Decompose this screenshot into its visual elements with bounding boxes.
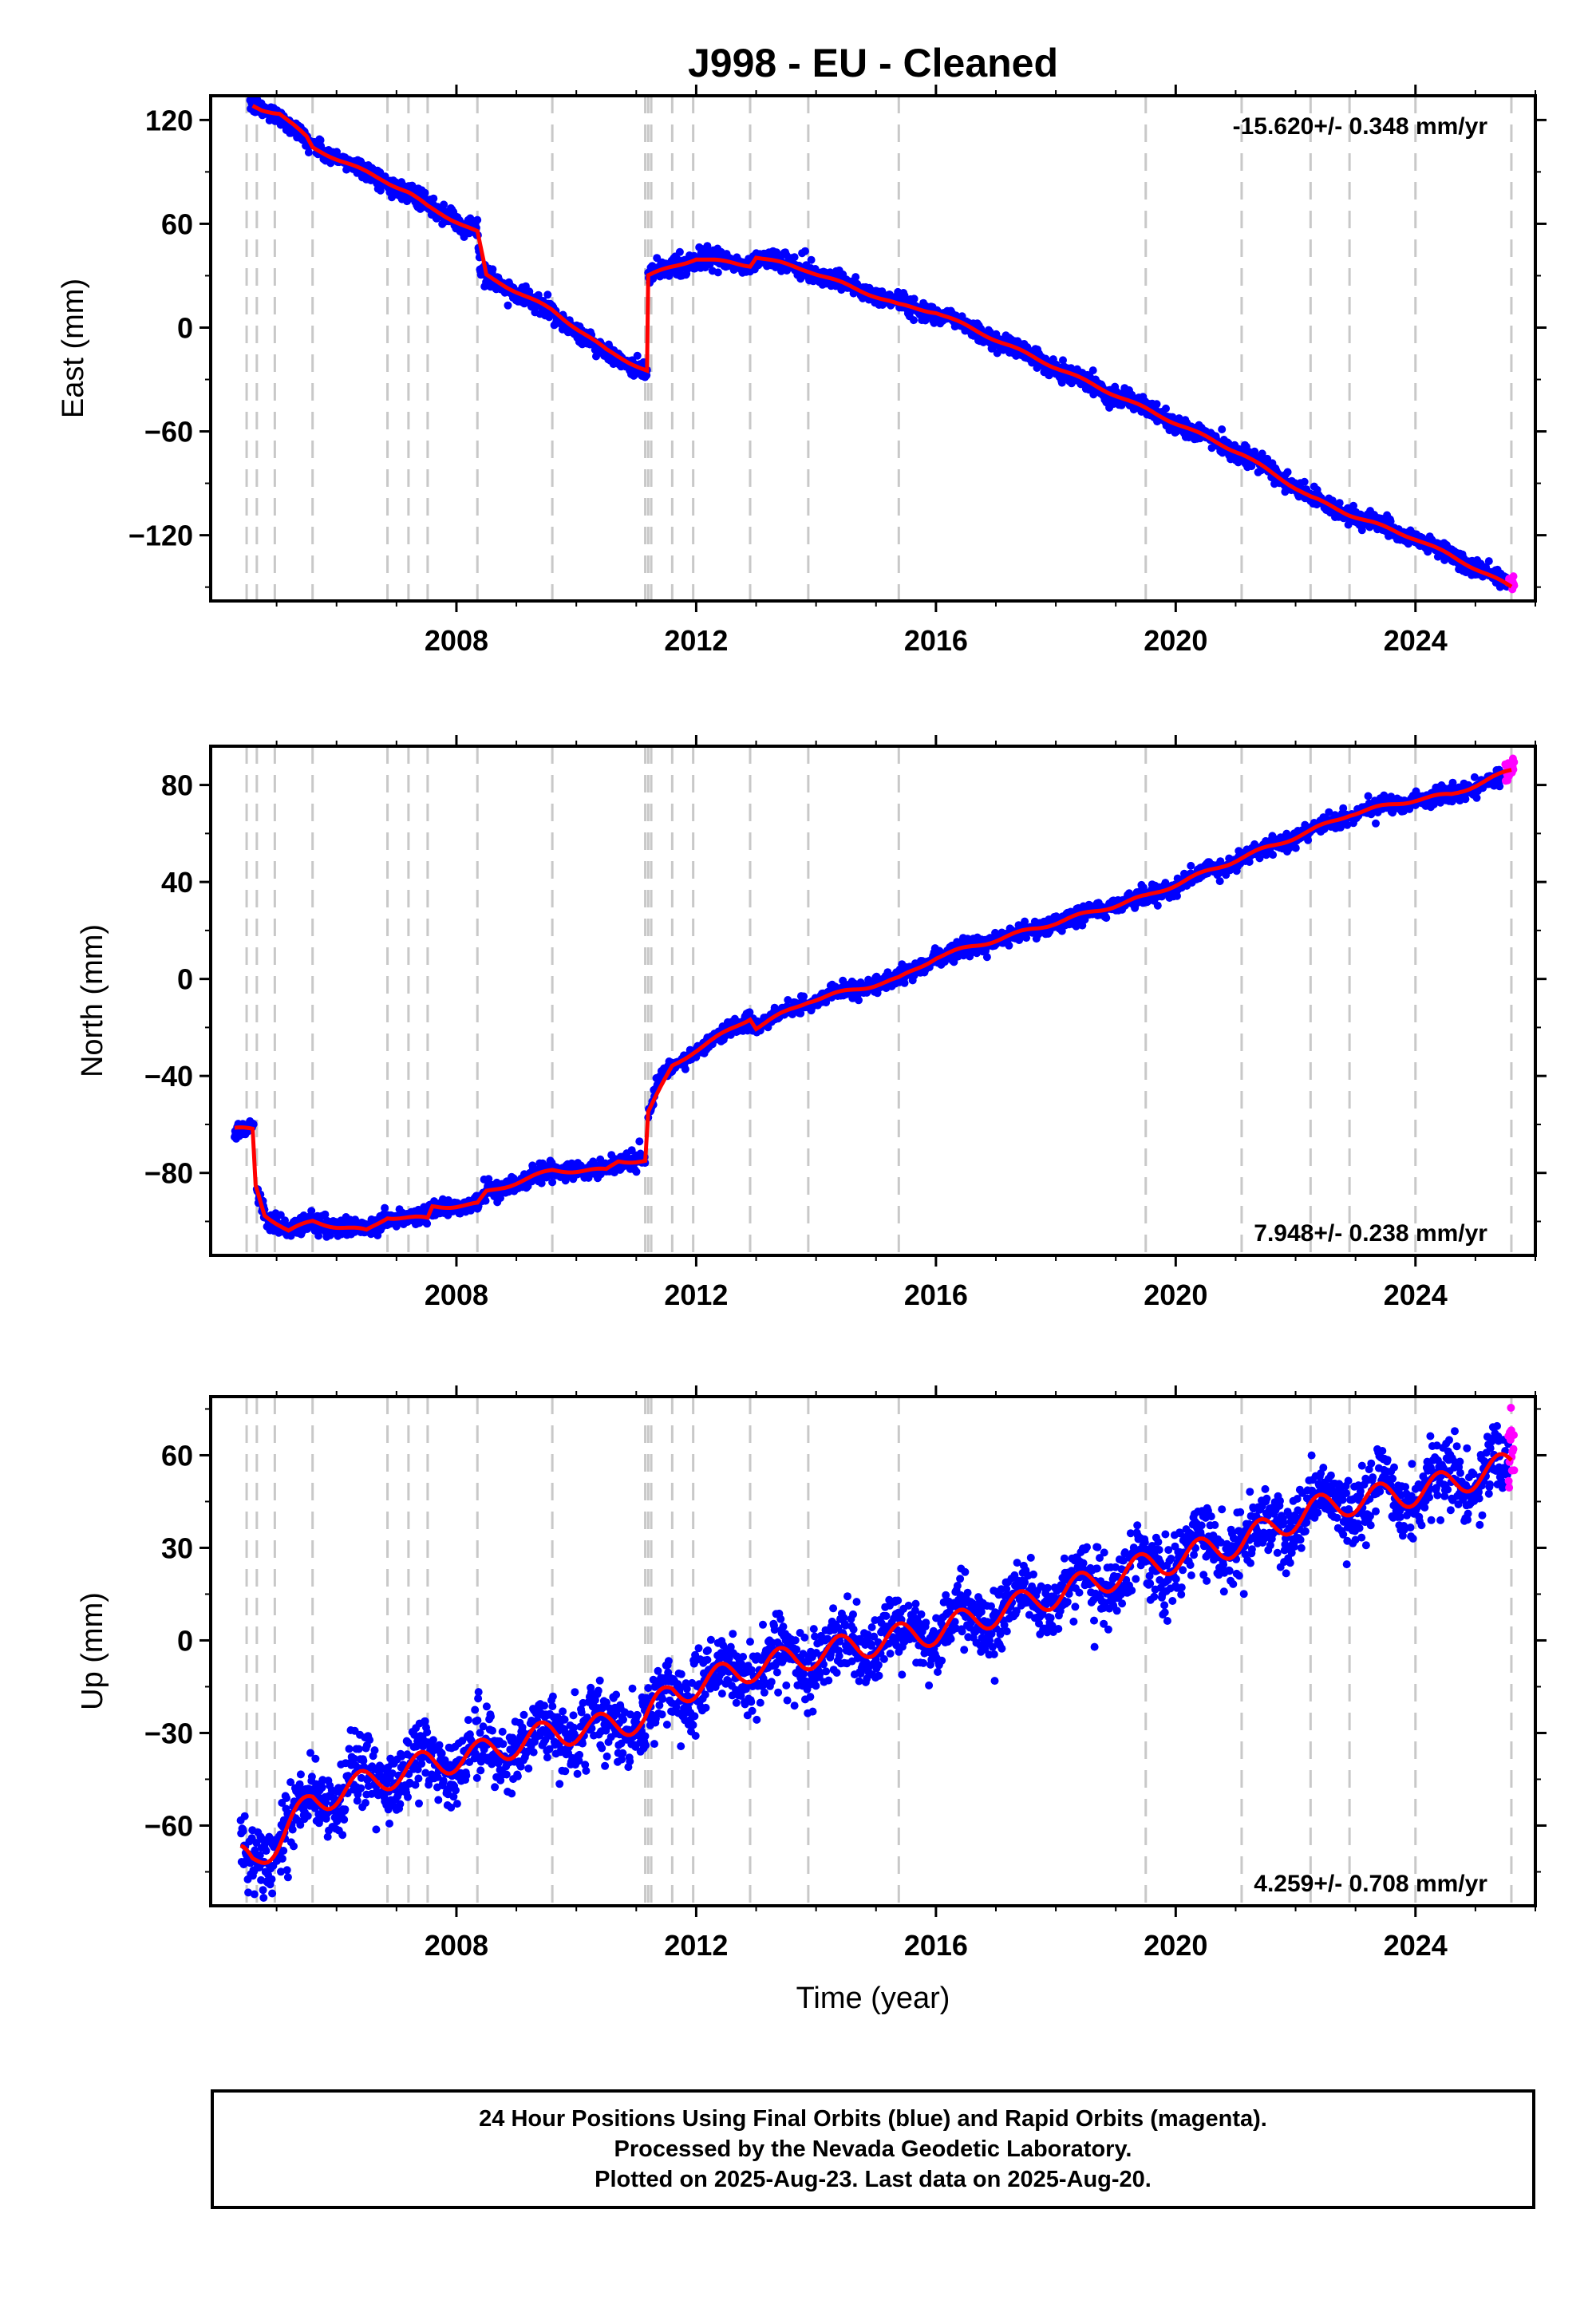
data-point <box>1343 820 1352 829</box>
data-point <box>1088 366 1097 375</box>
data-point <box>1059 356 1067 365</box>
data-point <box>855 996 863 1005</box>
data-point <box>496 1194 504 1203</box>
data-point <box>910 316 918 325</box>
data-point <box>982 953 991 962</box>
data-point <box>1372 819 1380 828</box>
data-point <box>249 1120 258 1128</box>
data-point <box>1339 804 1348 812</box>
data-point <box>488 265 497 274</box>
data-point <box>440 200 448 209</box>
x-tick-label: 2008 <box>425 624 488 657</box>
data-point <box>1364 792 1373 800</box>
panel-0: 120 60 0 −60 −120 2008 2012 2016 2020 2024 East (m… <box>57 85 1547 657</box>
data-point <box>1269 851 1278 860</box>
data-point <box>851 273 860 282</box>
data-points <box>246 96 1519 594</box>
data-point <box>1300 477 1309 486</box>
data-point <box>1344 520 1353 529</box>
data-point <box>1245 858 1254 866</box>
data-point <box>1173 891 1181 900</box>
data-point <box>1218 425 1227 433</box>
data-point <box>800 992 808 1001</box>
data-point <box>807 255 816 264</box>
data-point <box>713 268 722 277</box>
y-tick-label: 60 <box>161 207 193 240</box>
data-point <box>703 242 712 251</box>
y-tick-label: 0 <box>177 311 193 344</box>
data-point <box>801 247 809 255</box>
data-point <box>1102 914 1111 923</box>
data-point <box>1484 557 1493 566</box>
data-point <box>1283 468 1292 476</box>
data-point <box>900 978 909 987</box>
y-tick-label: −60 <box>144 416 193 449</box>
data-point <box>784 996 792 1004</box>
data-point <box>307 1207 316 1215</box>
y-axis-label: East (mm) <box>57 279 90 418</box>
data-point <box>276 1211 285 1219</box>
data-point <box>423 1219 432 1228</box>
x-tick-label: 2016 <box>904 624 968 657</box>
data-point <box>381 1203 389 1212</box>
data-point <box>1509 572 1518 581</box>
data-point <box>1349 501 1357 510</box>
data-point <box>1153 901 1162 910</box>
data-point <box>632 1168 641 1176</box>
data-point <box>790 253 799 262</box>
data-point <box>1304 836 1313 844</box>
event-lines <box>245 96 1513 601</box>
data-point <box>1021 917 1029 926</box>
data-point <box>543 290 552 299</box>
data-point <box>950 958 958 966</box>
data-point <box>1215 877 1224 886</box>
data-point <box>321 1210 330 1219</box>
data-point <box>1325 808 1333 816</box>
data-point <box>1162 404 1170 413</box>
data-point <box>316 136 325 144</box>
x-tick-label: 2020 <box>1144 624 1207 657</box>
data-point <box>681 1065 689 1073</box>
data-point <box>1187 861 1195 870</box>
data-point <box>796 1009 805 1018</box>
data-point <box>1510 581 1519 590</box>
data-point <box>633 351 642 360</box>
data-point <box>537 1179 546 1188</box>
data-points <box>231 754 1519 1241</box>
data-point <box>548 1178 557 1187</box>
data-point <box>304 148 313 156</box>
data-point <box>1005 941 1013 950</box>
data-point <box>745 1008 754 1017</box>
data-point <box>910 294 918 303</box>
data-point <box>481 1196 490 1205</box>
data-point <box>281 1216 289 1225</box>
data-point <box>421 188 429 197</box>
x-tick-label: 2012 <box>664 624 728 657</box>
data-point <box>1389 808 1397 817</box>
x-tick-label: 2024 <box>1384 624 1448 657</box>
y-tick-label: −120 <box>128 520 193 552</box>
data-point <box>1258 449 1266 458</box>
data-point <box>635 1137 644 1146</box>
data-point <box>1335 499 1344 508</box>
series-final-orbits <box>246 96 1512 591</box>
data-point <box>504 301 512 310</box>
data-point <box>429 194 438 203</box>
data-point <box>584 1173 593 1182</box>
series-final-orbits <box>231 765 1510 1241</box>
model-fit-line <box>251 104 1513 589</box>
y-tick-label: 120 <box>145 104 193 136</box>
data-point <box>1291 844 1300 852</box>
velocity-rate-label: -15.620+/- 0.348 mm/yr <box>1233 113 1488 140</box>
data-point <box>1152 400 1161 409</box>
data-point <box>1255 854 1264 863</box>
plot-frame <box>209 94 1537 603</box>
data-point <box>473 215 482 224</box>
data-point <box>675 247 684 256</box>
